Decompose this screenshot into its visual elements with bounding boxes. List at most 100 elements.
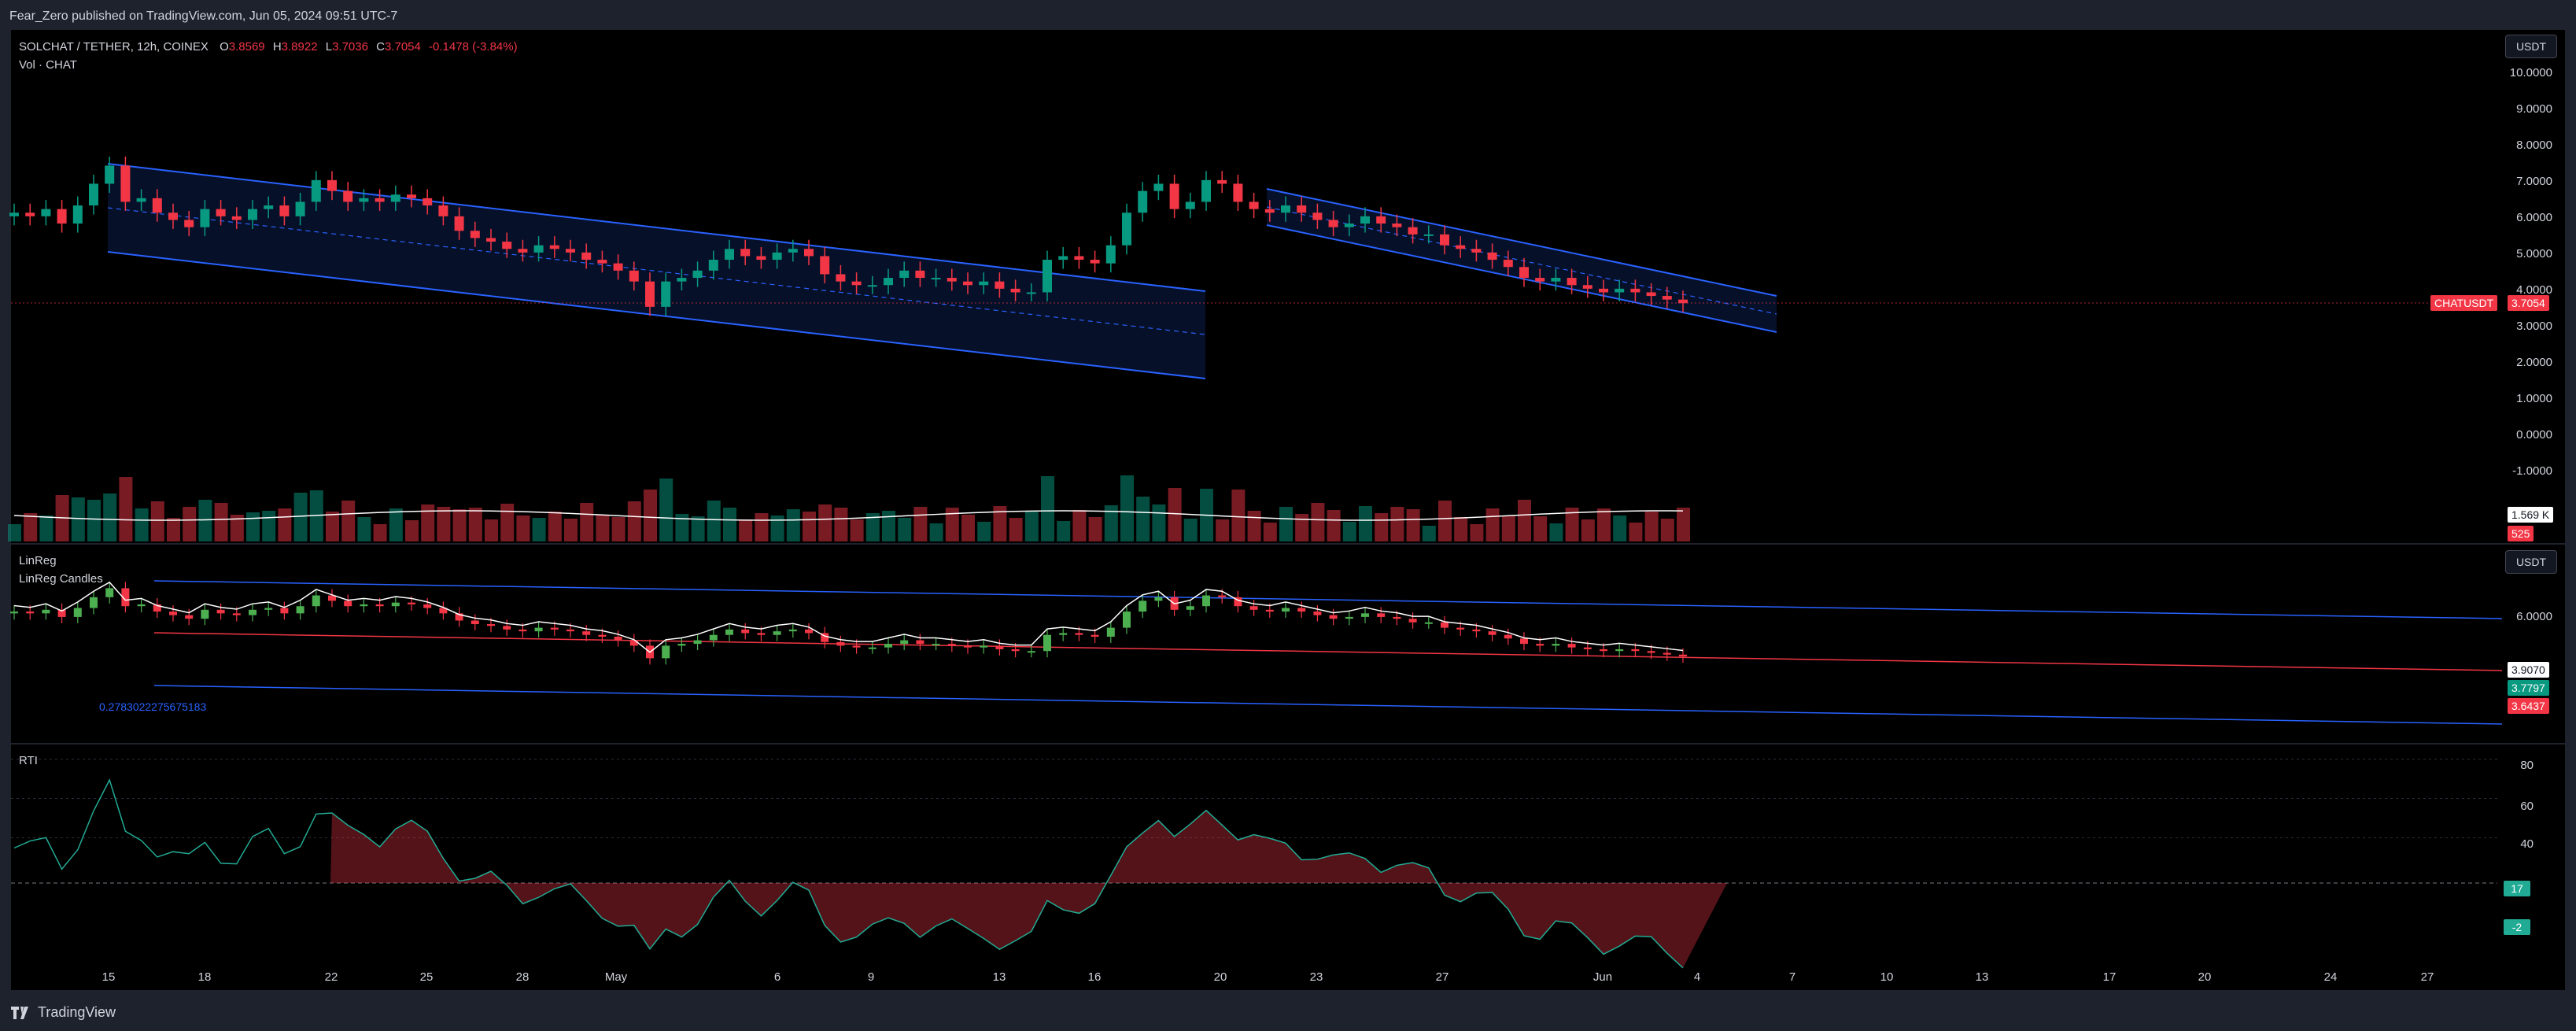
candle-body (915, 270, 925, 279)
candle-body (359, 198, 369, 202)
last-price-tag: 3.7054 (2508, 295, 2549, 311)
candle-body (1646, 292, 1656, 297)
candle-body (1312, 212, 1323, 220)
candle-body (708, 260, 718, 271)
candle-body (57, 209, 67, 224)
linreg-lower-line (153, 685, 2503, 725)
ohlc-l: L3.7036 (325, 40, 368, 54)
candle-body (661, 281, 671, 307)
candle-body (327, 179, 337, 191)
candle-body (264, 205, 274, 209)
volume-bar (135, 508, 149, 541)
linreg-candle-body (264, 608, 273, 610)
linreg-candle-body (1536, 644, 1544, 646)
linreg-candle-body (249, 609, 256, 615)
linreg-candle-body (757, 633, 766, 635)
linreg-r-value: 0.2783022275675183 (99, 700, 207, 713)
pane-divider-1[interactable] (11, 543, 2565, 545)
volume-bar (803, 512, 816, 541)
linreg-candle-body (1313, 612, 1322, 615)
linreg-candles-legend[interactable]: LinReg Candles (19, 572, 103, 586)
candle-body (105, 165, 115, 184)
candle-body (629, 270, 639, 282)
price-axis-label: -1.0000 (2512, 464, 2552, 478)
time-axis-label: 15 (101, 970, 116, 984)
volume-bar (1359, 506, 1372, 541)
volume-bar (230, 515, 244, 541)
time-axis-label: 6 (773, 970, 781, 984)
channel-upper-2 (1266, 188, 1777, 297)
candle-body (1360, 216, 1370, 224)
rti-legend[interactable]: RTI (19, 754, 38, 767)
linreg-candle-body (1520, 638, 1528, 645)
linreg-candle-body (741, 629, 750, 634)
brand[interactable]: TradingView (11, 1004, 116, 1021)
candle-body (1567, 278, 1577, 286)
volume-bar (1152, 504, 1166, 541)
volume-bar (1120, 475, 1134, 541)
candle-body (1456, 245, 1466, 249)
linreg-candle-body (73, 608, 82, 617)
candle-body (979, 281, 989, 286)
linreg-candle-body (26, 612, 35, 614)
linreg-candle-body (201, 609, 209, 619)
linreg-candle-body (1282, 608, 1290, 612)
channel-mid-2 (1266, 206, 1777, 315)
candle-body (867, 285, 877, 287)
volume-bar (723, 508, 736, 541)
volume-bar (485, 519, 498, 541)
linreg-candle-body (1583, 647, 1592, 649)
time-axis-label: 23 (1309, 970, 1323, 984)
volume-legend[interactable]: Vol · CHAT (19, 58, 77, 72)
volume-bar (596, 515, 610, 541)
time-axis-label: 20 (1213, 970, 1227, 984)
linreg-candle-body (1567, 644, 1576, 648)
volume-bar (1470, 524, 1484, 541)
time-axis-label: Jun (1592, 970, 1613, 984)
linreg-candle-body (1249, 606, 1258, 610)
volume-bar (341, 501, 356, 541)
linreg-legend[interactable]: LinReg (19, 554, 57, 567)
candle-body (1281, 205, 1290, 213)
linreg-candle-body (1552, 644, 1560, 646)
candle-body (1138, 190, 1148, 213)
volume-bar (293, 493, 308, 541)
volume-bar (1660, 519, 1674, 541)
volume-bar (548, 512, 562, 541)
linreg-candle-body (423, 604, 432, 608)
linreg-candle-body (1059, 633, 1068, 635)
volume-bar (198, 500, 212, 541)
linreg-candle-body (1679, 654, 1687, 657)
pane-divider-2[interactable] (11, 743, 2565, 745)
candle-body (1408, 227, 1418, 235)
linreg-candle-body (328, 595, 336, 601)
candle-body (581, 252, 592, 261)
linreg-candle-body (1377, 613, 1386, 617)
candle-body (1105, 245, 1116, 264)
candle-body (1582, 285, 1592, 289)
candle-body (1153, 183, 1164, 191)
volume-bar (1311, 503, 1325, 541)
currency-button[interactable]: USDT (2505, 35, 2557, 58)
candle-body (788, 249, 798, 253)
linreg-currency-button[interactable]: USDT (2505, 550, 2557, 574)
rti-axis-40: 40 (2520, 837, 2534, 851)
volume-bar (516, 516, 530, 541)
volume-bar (1136, 497, 1150, 541)
volume-bar (1216, 519, 1230, 541)
volume-bar (1279, 507, 1293, 541)
linreg-candle-body (1441, 622, 1449, 628)
candle-body (1090, 260, 1100, 264)
volume-bar (8, 524, 21, 541)
linreg-candle-body (693, 640, 702, 645)
volume-bar (214, 503, 228, 541)
symbol-legend[interactable]: SOLCHAT / TETHER, 12h, COINEX O3.8569 H3… (19, 40, 518, 54)
volume-tag: 525 (2508, 526, 2534, 541)
linreg-candle-body (629, 640, 638, 646)
volume-bar (150, 501, 164, 541)
linreg-candle-body (1663, 652, 1671, 655)
volume-bar (770, 516, 784, 541)
volume-bar (755, 513, 769, 541)
candle-body (692, 270, 703, 279)
volume-bar (1057, 521, 1071, 541)
